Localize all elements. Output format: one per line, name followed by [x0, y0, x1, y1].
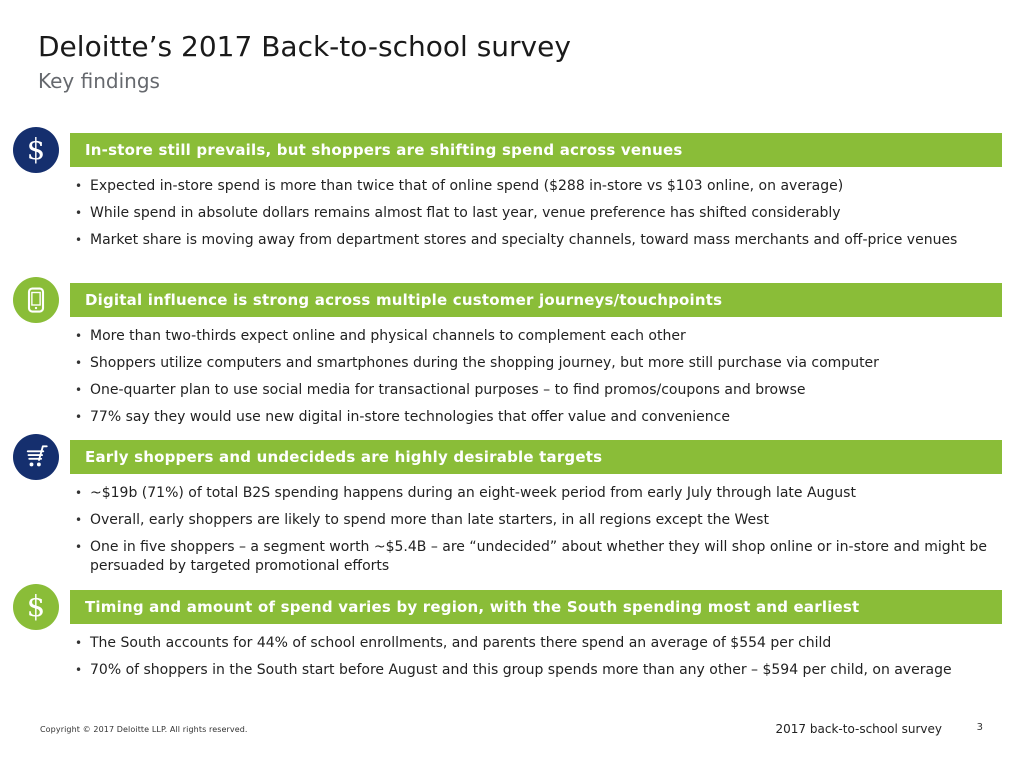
bullet-item: Shoppers utilize computers and smartphon… — [75, 354, 998, 373]
bullet-item: ~$19b (71%) of total B2S spending happen… — [75, 484, 998, 503]
section-header-bar: Digital influence is strong across multi… — [70, 283, 1002, 317]
footer-page-number: 3 — [976, 722, 983, 733]
shopping-cart-icon — [13, 434, 59, 480]
bullet-list: ~$19b (71%) of total B2S spending happen… — [75, 484, 998, 576]
bullet-item: More than two-thirds expect online and p… — [75, 327, 998, 346]
bullet-item: 77% say they would use new digital in-st… — [75, 408, 998, 427]
section-in-store: $ In-store still prevails, but shoppers … — [0, 127, 1024, 258]
section-header-text: Early shoppers and undecideds are highly… — [85, 448, 603, 466]
bullet-item: Overall, early shoppers are likely to sp… — [75, 511, 998, 530]
section-header-text: Timing and amount of spend varies by reg… — [85, 598, 860, 616]
section-header-text: Digital influence is strong across multi… — [85, 291, 723, 309]
section-timing-region: $ Timing and amount of spend varies by r… — [0, 584, 1024, 688]
footer-doc-label: 2017 back-to-school survey — [775, 722, 942, 736]
page-subtitle: Key findings — [38, 69, 160, 93]
bullet-item: One in five shoppers – a segment worth ~… — [75, 538, 998, 576]
footer-copyright: Copyright © 2017 Deloitte LLP. All right… — [40, 725, 248, 734]
dollar-icon: $ — [13, 127, 59, 173]
section-header-bar: Timing and amount of spend varies by reg… — [70, 590, 1002, 624]
bullet-item: Expected in-store spend is more than twi… — [75, 177, 998, 196]
section-early-shoppers: Early shoppers and undecideds are highly… — [0, 434, 1024, 584]
smartphone-icon — [13, 277, 59, 323]
bullet-item: One-quarter plan to use social media for… — [75, 381, 998, 400]
section-header-text: In-store still prevails, but shoppers ar… — [85, 141, 683, 159]
section-digital-influence: Digital influence is strong across multi… — [0, 277, 1024, 435]
bullet-list: More than two-thirds expect online and p… — [75, 327, 998, 427]
bullet-list: Expected in-store spend is more than twi… — [75, 177, 998, 250]
bullet-item: 70% of shoppers in the South start befor… — [75, 661, 998, 680]
section-header-bar: In-store still prevails, but shoppers ar… — [70, 133, 1002, 167]
bullet-list: The South accounts for 44% of school enr… — [75, 634, 998, 680]
bullet-item: Market share is moving away from departm… — [75, 231, 998, 250]
bullet-item: The South accounts for 44% of school enr… — [75, 634, 998, 653]
page-title: Deloitte’s 2017 Back-to-school survey — [38, 30, 571, 63]
bullet-item: While spend in absolute dollars remains … — [75, 204, 998, 223]
section-header-bar: Early shoppers and undecideds are highly… — [70, 440, 1002, 474]
dollar-icon: $ — [13, 584, 59, 630]
